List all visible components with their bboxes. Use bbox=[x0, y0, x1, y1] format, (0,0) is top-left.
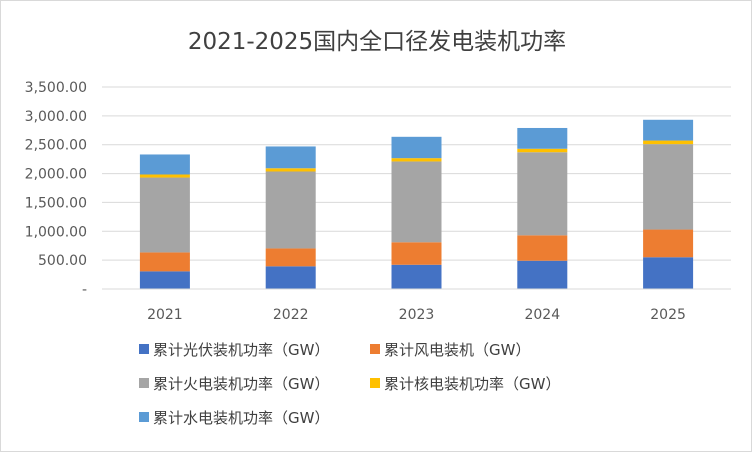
bar-segment-1 bbox=[643, 257, 694, 289]
bar-segment-4 bbox=[517, 148, 568, 153]
legend-swatch bbox=[370, 378, 380, 388]
bar-segment-4 bbox=[643, 140, 694, 145]
bar-segment-1 bbox=[139, 271, 190, 289]
bar-segment-3 bbox=[265, 171, 316, 249]
chart-title: 2021-2025国内全口径发电装机功率 bbox=[188, 29, 566, 55]
bar-segment-5 bbox=[139, 154, 190, 175]
bar-segment-4 bbox=[265, 168, 316, 172]
legend-swatch bbox=[139, 344, 149, 354]
bar-segment-2 bbox=[265, 248, 316, 267]
bar-segment-1 bbox=[391, 264, 442, 289]
y-tick-label: 1,000.00 bbox=[25, 224, 87, 240]
bar-segment-5 bbox=[517, 127, 568, 149]
y-tick-label: 2,000.00 bbox=[25, 167, 87, 183]
bar-segment-2 bbox=[391, 242, 442, 265]
x-tick-label: 2024 bbox=[524, 307, 560, 323]
y-tick-label: - bbox=[82, 282, 87, 298]
bar-segment-2 bbox=[139, 252, 190, 272]
bar-segment-4 bbox=[391, 158, 442, 162]
y-tick-label: 2,500.00 bbox=[25, 138, 87, 154]
bar-segment-5 bbox=[391, 136, 442, 159]
x-tick-label: 2022 bbox=[273, 307, 309, 323]
x-tick-label: 2023 bbox=[399, 307, 435, 323]
bar-segment-2 bbox=[517, 235, 568, 261]
x-tick-label: 2021 bbox=[147, 307, 183, 323]
legend-label: 累计风电装机（GW） bbox=[384, 341, 530, 359]
legend-label: 累计水电装机功率（GW） bbox=[153, 409, 329, 427]
y-tick-label: 3,000.00 bbox=[25, 109, 87, 125]
legend-swatch bbox=[139, 412, 149, 422]
bar-segment-2 bbox=[643, 229, 694, 258]
y-tick-label: 1,500.00 bbox=[25, 195, 87, 211]
y-tick-label: 3,500.00 bbox=[25, 80, 87, 96]
legend-swatch bbox=[139, 378, 149, 388]
legend-label: 累计核电装机功率（GW） bbox=[384, 375, 560, 393]
legend-label: 累计火电装机功率（GW） bbox=[153, 375, 329, 393]
bar-segment-3 bbox=[391, 161, 442, 243]
bar-segment-1 bbox=[517, 260, 568, 289]
legend-label: 累计光伏装机功率（GW） bbox=[153, 341, 329, 359]
x-tick-label: 2025 bbox=[650, 307, 686, 323]
legend-swatch bbox=[370, 344, 380, 354]
bar-segment-1 bbox=[265, 266, 316, 289]
bar-segment-4 bbox=[139, 174, 190, 178]
bar-segment-3 bbox=[139, 177, 190, 253]
bar-segment-3 bbox=[643, 144, 694, 230]
bar-segment-5 bbox=[643, 119, 694, 141]
bar-segment-5 bbox=[265, 146, 316, 169]
y-tick-label: 500.00 bbox=[38, 253, 87, 269]
bar-segment-3 bbox=[517, 152, 568, 236]
